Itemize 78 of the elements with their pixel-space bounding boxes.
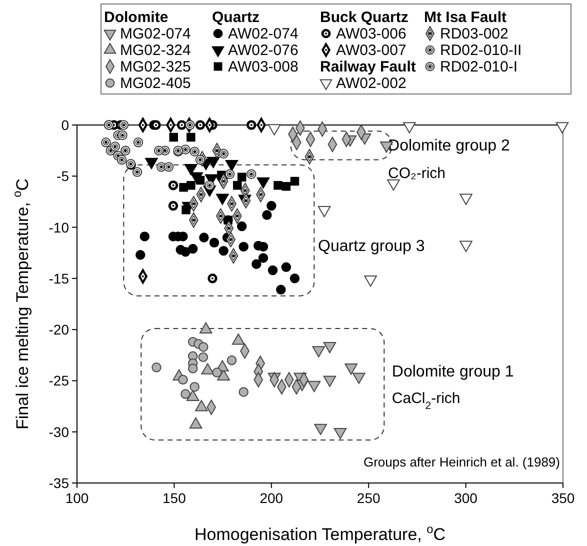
x-tick-label: 100 bbox=[65, 490, 89, 506]
annotation: CaCl$_{2}$-rich bbox=[392, 390, 460, 412]
point bbox=[180, 246, 190, 257]
point bbox=[233, 180, 242, 190]
legend-label: AW02-074 bbox=[228, 26, 298, 42]
legend-label: MG02-324 bbox=[120, 42, 191, 59]
x-tick-label: 350 bbox=[551, 490, 575, 506]
legend-label: RD03-002 bbox=[440, 26, 508, 42]
point bbox=[196, 176, 205, 185]
text: Railway Fault bbox=[320, 58, 416, 76]
annotation: Quartz group 3 bbox=[318, 238, 425, 255]
legend-label: AW03-008 bbox=[228, 58, 298, 76]
point bbox=[238, 387, 248, 397]
point bbox=[238, 242, 248, 252]
legend-label: RD02-010-I bbox=[440, 58, 518, 76]
point bbox=[274, 180, 282, 190]
legend-label: RD02-010-II bbox=[440, 42, 522, 59]
y-tick-label: -20 bbox=[48, 322, 70, 338]
legend-label: MG02-074 bbox=[120, 26, 191, 42]
legend-label: AW03-007 bbox=[336, 42, 406, 59]
point bbox=[276, 284, 286, 295]
point bbox=[188, 364, 198, 374]
point bbox=[290, 274, 300, 284]
point bbox=[262, 210, 272, 220]
text: Mt Isa Fault bbox=[424, 9, 507, 26]
point bbox=[152, 362, 162, 372]
legend-label: MG02-405 bbox=[120, 75, 191, 92]
point bbox=[178, 374, 188, 385]
x-tick-label: 150 bbox=[162, 490, 186, 506]
point bbox=[266, 200, 276, 211]
point bbox=[268, 265, 278, 276]
annotation: Dolomite group 2 bbox=[388, 138, 510, 155]
point bbox=[252, 259, 262, 269]
point bbox=[258, 242, 268, 252]
legend-label: AW02-002 bbox=[336, 75, 406, 92]
text: Quartz bbox=[212, 9, 260, 26]
point bbox=[282, 182, 291, 191]
legend-title: Dolomite bbox=[104, 9, 168, 26]
point bbox=[186, 132, 196, 142]
point bbox=[218, 246, 228, 256]
point bbox=[212, 368, 222, 378]
point bbox=[190, 382, 200, 392]
point bbox=[258, 253, 268, 263]
point bbox=[182, 206, 190, 214]
y-tick-label: -30 bbox=[48, 424, 70, 440]
x-axis-title: Homogenisation Temperature, $^{o}$C bbox=[194, 522, 446, 544]
text: Buck Quartz bbox=[320, 9, 408, 26]
annotation: CO₂-rich bbox=[388, 165, 446, 182]
point bbox=[186, 180, 196, 190]
point bbox=[237, 172, 246, 182]
point bbox=[198, 352, 208, 362]
point bbox=[209, 238, 220, 248]
annotation: Groups after Heinrich et al. (1989) bbox=[363, 454, 560, 470]
point bbox=[198, 342, 208, 352]
y-tick-label: -25 bbox=[48, 372, 70, 389]
y-tick-label: -35 bbox=[48, 475, 70, 491]
x-tick-label: 250 bbox=[356, 490, 380, 506]
annotation: Dolomite group 1 bbox=[392, 364, 514, 381]
point bbox=[199, 232, 209, 242]
point bbox=[140, 232, 150, 242]
point bbox=[169, 132, 178, 142]
point bbox=[179, 183, 188, 192]
y-tick-label: -10 bbox=[48, 219, 70, 236]
point bbox=[180, 389, 190, 399]
point bbox=[226, 355, 237, 366]
y-tick-label: 0 bbox=[61, 117, 70, 133]
y-tick-label: -5 bbox=[56, 168, 70, 184]
x-tick-label: 200 bbox=[260, 490, 284, 506]
x-tick-label: 300 bbox=[454, 490, 478, 506]
point bbox=[136, 250, 146, 260]
legend-label: AW02-076 bbox=[228, 42, 298, 59]
y-tick-label: -15 bbox=[48, 270, 70, 286]
point bbox=[281, 262, 292, 272]
point bbox=[188, 244, 198, 254]
point bbox=[236, 221, 247, 232]
point bbox=[290, 176, 300, 186]
legend-label: MG02-325 bbox=[120, 58, 191, 76]
legend-label: AW03-006 bbox=[336, 26, 406, 42]
